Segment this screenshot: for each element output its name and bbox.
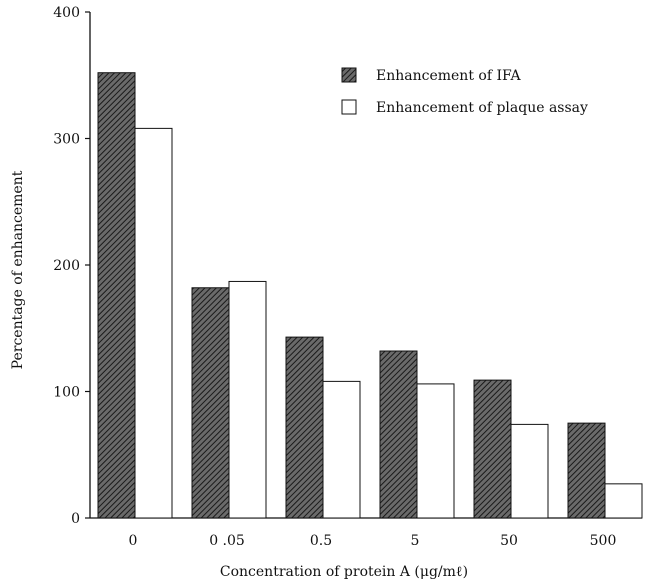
legend-label-plaque: Enhancement of plaque assay <box>376 100 588 116</box>
bar-plaque-2 <box>322 380 361 519</box>
bar-ifa-0 <box>97 72 136 519</box>
bar-plaque-4 <box>510 423 549 519</box>
bar-plaque-3 <box>416 383 455 519</box>
bar-plaque-5 <box>604 483 643 519</box>
y-tick-label: 100 <box>53 385 80 401</box>
x-tick-label: 0 .05 <box>209 533 245 549</box>
y-tick-label: 300 <box>53 132 80 148</box>
y-axis-title: Percentage of enhancement <box>10 170 26 369</box>
x-tick-labels: 0 0 .05 0.5 5 50 500 <box>129 533 617 549</box>
y-tick-label: 200 <box>53 258 80 274</box>
bar-ifa-1 <box>191 287 230 519</box>
bar-ifa-4 <box>473 379 512 519</box>
bar-plaque-0 <box>134 127 173 519</box>
legend-swatch-plaque <box>341 99 357 115</box>
x-tick-label: 0.5 <box>310 533 332 549</box>
chart-axes <box>89 12 642 519</box>
x-tick-label: 500 <box>590 533 617 549</box>
y-ticks: 0 100 200 300 400 <box>53 5 90 527</box>
legend: Enhancement of IFA Enhancement of plaque… <box>341 67 588 116</box>
x-tick-label: 50 <box>500 533 518 549</box>
bar-ifa-5 <box>567 422 606 519</box>
y-tick-label: 400 <box>53 5 80 21</box>
x-tick-label: 0 <box>129 533 138 549</box>
bars-group <box>97 72 643 519</box>
x-axis-title: Concentration of protein A (μg/mℓ) <box>220 564 468 580</box>
x-tick-label: 5 <box>411 533 420 549</box>
bar-plaque-1 <box>228 280 267 519</box>
legend-label-ifa: Enhancement of IFA <box>376 68 521 84</box>
y-tick-label: 0 <box>71 511 80 527</box>
legend-swatch-ifa <box>341 67 357 83</box>
bar-ifa-2 <box>285 336 324 519</box>
bar-ifa-3 <box>379 350 418 519</box>
